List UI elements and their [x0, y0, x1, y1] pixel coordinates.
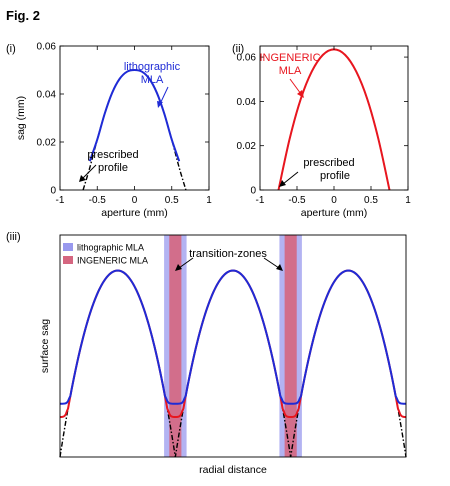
panel-label-ii: (ii) — [232, 43, 244, 55]
annotation-zones-arrow-right — [263, 257, 280, 269]
panel-i-ylabel: sag (mm) — [15, 96, 27, 140]
panel-iii-ylabel: surface sag — [39, 319, 51, 373]
transition-zone-ingeneric-2 — [284, 235, 297, 457]
legend-swatch-1 — [63, 243, 73, 251]
annotation-ingeneric-arrow — [289, 78, 302, 95]
panel-i-xtick-label: 0.5 — [165, 195, 179, 206]
annotation-lithographic-line1: lithographic — [124, 61, 181, 73]
panel-i: (i) -1 -0.5 0 0.5 1 0 0.02 0.04 0.06 aperture (mm… — [6, 42, 212, 220]
panel-iii-series-lithographic-mla — [59, 269, 407, 405]
annotation-prescribed-i-line2: profile — [98, 162, 128, 174]
annotation-lithographic-arrow — [159, 86, 169, 105]
panel-i-ytick-label: 0.06 — [37, 42, 57, 53]
annotation-prescribed-i-arrowhead — [79, 175, 86, 182]
legend-swatch-2 — [63, 256, 73, 264]
annotation-ingeneric-line2: MLA — [279, 65, 302, 77]
annotation-prescribed-ii-arrowhead — [279, 180, 286, 187]
panel-i-xlabel: aperture (mm) — [101, 207, 168, 219]
annotation-ingeneric-arrowhead — [297, 90, 304, 98]
panel-iii-plot-area: lithographic MLA INGENERIC MLA radial dist… — [39, 234, 407, 476]
legend-label-2: INGENERIC MLA — [77, 256, 148, 266]
annotation-zones-arrow-left — [178, 257, 194, 269]
figure-title: Fig. 2 — [6, 8, 40, 23]
panel-ii: (ii) -1 -0.5 0 0.5 1 0 0.02 0.04 0.06 aperture (m… — [232, 43, 411, 219]
panel-iii-series-ingeneric-mla — [59, 269, 407, 419]
annotation-prescribed-ii-arrow — [282, 171, 299, 185]
transition-zone-ingeneric-1 — [169, 235, 182, 457]
panel-label-i: (i) — [6, 43, 16, 55]
panel-ii-xtick-label: 1 — [405, 195, 411, 206]
panel-iii-axes-box — [59, 234, 407, 458]
panel-ii-ytick-label: 0.04 — [237, 97, 257, 108]
panel-i-xtick-label: 0 — [132, 195, 138, 206]
panel-iii: (iii) lithographic MLA INGENERIC MLA radia… — [6, 231, 407, 476]
panel-i-series-lithographic-mla — [88, 68, 181, 162]
panel-ii-xtick-label: 0.5 — [364, 195, 378, 206]
panel-ii-xlabel: aperture (mm) — [301, 207, 368, 219]
annotation-prescribed-ii-line1: prescribed — [303, 157, 354, 169]
panel-i-xtick-label: 1 — [206, 195, 212, 206]
annotation-prescribed-ii-line2: profile — [320, 170, 350, 182]
annotation-zones-arrowhead-left — [175, 264, 182, 271]
panel-i-ytick-label: 0.04 — [37, 90, 57, 101]
panel-i-ytick-label: 0.02 — [37, 138, 57, 149]
panel-ii-ytick-label: 0 — [250, 186, 256, 197]
panel-iii-xlabel: radial distance — [199, 464, 267, 476]
panel-i-xtick-label: -0.5 — [89, 195, 107, 206]
annotation-ingeneric-line1: INGENERIC — [259, 52, 320, 64]
panel-ii-xtick-label: 0 — [331, 195, 337, 206]
panel-i-ytick-label: 0 — [50, 186, 56, 197]
panel-iii-series-prescribed-profile — [59, 269, 407, 458]
panel-ii-ytick-label: 0.06 — [237, 53, 257, 64]
annotation-prescribed-i-line1: prescribed — [87, 149, 138, 161]
panel-ii-plot-area: -1 -0.5 0 0.5 1 0 0.02 0.04 0.06 aperture (mm) — [237, 45, 411, 219]
annotation-lithographic-arrowhead — [157, 101, 163, 108]
annotation-zones-arrowhead-right — [276, 264, 283, 271]
legend-label-1: lithographic MLA — [77, 243, 144, 253]
panel-i-xtick-label: -1 — [56, 195, 65, 206]
annotation-prescribed-i-arrow — [82, 164, 97, 179]
panel-ii-xtick-label: -0.5 — [288, 195, 306, 206]
panel-label-iii: (iii) — [6, 231, 21, 243]
panel-i-plot-area: -1 -0.5 0 0.5 1 0 0.02 0.04 0.06 aperture (mm) sag… — [15, 42, 212, 220]
panel-ii-ytick-label: 0.02 — [237, 141, 257, 152]
annotation-transition-zones: transition-zones — [189, 248, 267, 260]
annotation-lithographic-line2: MLA — [141, 74, 164, 86]
panel-ii-xtick-label: -1 — [256, 195, 265, 206]
